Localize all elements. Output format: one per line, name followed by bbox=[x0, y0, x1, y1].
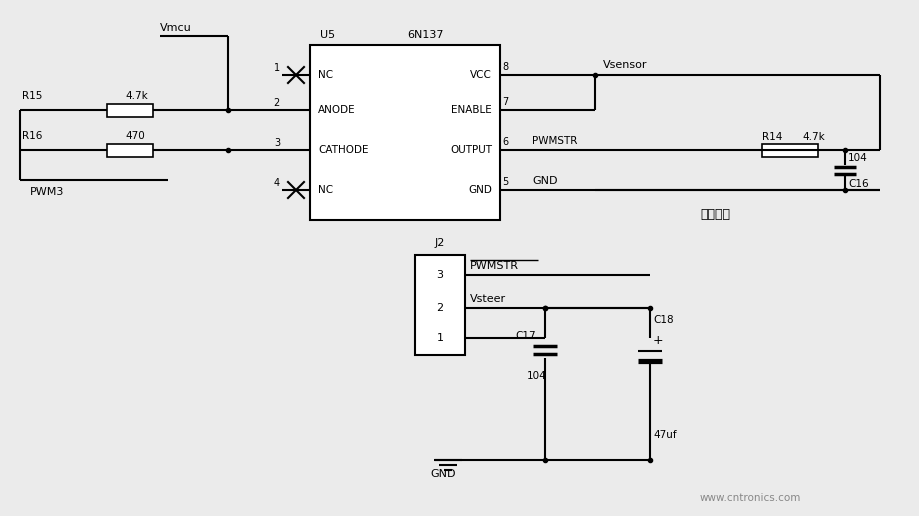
Text: J2: J2 bbox=[435, 238, 445, 248]
Text: 舐机接口: 舐机接口 bbox=[700, 208, 730, 221]
Text: 4: 4 bbox=[274, 178, 280, 188]
Text: 1: 1 bbox=[437, 333, 444, 343]
Text: Vsensor: Vsensor bbox=[603, 60, 648, 70]
Text: PWMSTR: PWMSTR bbox=[470, 261, 519, 271]
Text: Vsteer: Vsteer bbox=[470, 294, 506, 304]
Text: R15: R15 bbox=[22, 91, 42, 101]
Text: OUTPUT: OUTPUT bbox=[450, 145, 492, 155]
Text: GND: GND bbox=[532, 176, 558, 186]
Text: 8: 8 bbox=[502, 62, 508, 72]
Text: ANODE: ANODE bbox=[318, 105, 356, 115]
Text: 5: 5 bbox=[502, 177, 508, 187]
Text: 2: 2 bbox=[274, 98, 280, 108]
Text: 6N137: 6N137 bbox=[407, 30, 443, 40]
Text: 3: 3 bbox=[437, 270, 444, 280]
Text: 104: 104 bbox=[848, 153, 868, 163]
Text: 4.7k: 4.7k bbox=[802, 132, 824, 142]
Text: 2: 2 bbox=[437, 303, 444, 313]
Text: ENABLE: ENABLE bbox=[451, 105, 492, 115]
Text: U5: U5 bbox=[320, 30, 335, 40]
Text: www.cntronics.com: www.cntronics.com bbox=[700, 493, 801, 503]
Text: 6: 6 bbox=[502, 137, 508, 147]
Text: 104: 104 bbox=[528, 371, 547, 381]
Text: 47uf: 47uf bbox=[653, 430, 676, 440]
Text: CATHODE: CATHODE bbox=[318, 145, 369, 155]
Bar bbox=[107, 143, 153, 156]
Text: GND: GND bbox=[430, 469, 456, 479]
Bar bbox=[107, 104, 153, 117]
Bar bbox=[310, 45, 500, 220]
Text: VCC: VCC bbox=[471, 70, 492, 80]
Text: PWMSTR: PWMSTR bbox=[532, 136, 577, 146]
Text: R14: R14 bbox=[762, 132, 782, 142]
Text: GND: GND bbox=[468, 185, 492, 195]
Text: C16: C16 bbox=[848, 179, 868, 189]
Text: NC: NC bbox=[318, 185, 333, 195]
Text: Vmcu: Vmcu bbox=[160, 23, 192, 33]
Text: 3: 3 bbox=[274, 138, 280, 148]
Text: 4.7k: 4.7k bbox=[125, 91, 148, 101]
Text: 7: 7 bbox=[502, 97, 508, 107]
Text: NC: NC bbox=[318, 70, 333, 80]
Text: R16: R16 bbox=[22, 131, 42, 141]
Text: 1: 1 bbox=[274, 63, 280, 73]
Bar bbox=[762, 143, 818, 156]
Text: C18: C18 bbox=[653, 315, 674, 325]
Text: PWM3: PWM3 bbox=[30, 187, 64, 197]
Bar bbox=[415, 255, 465, 355]
Text: +: + bbox=[653, 333, 664, 347]
Text: C17: C17 bbox=[515, 331, 536, 341]
Text: 470: 470 bbox=[125, 131, 145, 141]
